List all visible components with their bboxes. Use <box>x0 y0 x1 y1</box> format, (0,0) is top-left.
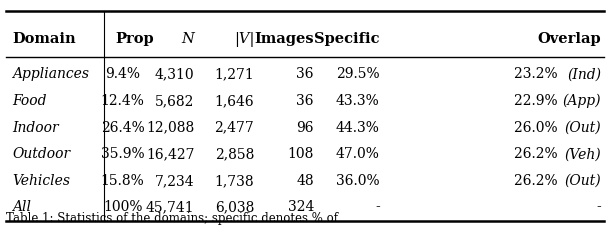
Text: 15.8%: 15.8% <box>101 173 145 187</box>
Text: All: All <box>12 199 31 213</box>
Text: 12,088: 12,088 <box>146 120 195 134</box>
Text: -: - <box>375 199 379 213</box>
Text: Appliances: Appliances <box>12 67 89 81</box>
Text: 26.0% (Out): 26.0% (Out) <box>517 120 601 134</box>
Text: (Out): (Out) <box>564 173 601 187</box>
Text: 26.0%: 26.0% <box>514 120 562 134</box>
Text: Food: Food <box>12 94 46 108</box>
Text: 26.2% (Out): 26.2% (Out) <box>517 173 601 187</box>
Text: 44.3%: 44.3% <box>336 120 379 134</box>
Text: 2,858: 2,858 <box>215 147 254 161</box>
Text: Table 1: Statistics of the domains; specific denotes % of: Table 1: Statistics of the domains; spec… <box>6 212 338 224</box>
Text: 43.3%: 43.3% <box>336 94 379 108</box>
Text: 35.9%: 35.9% <box>101 147 145 161</box>
Text: Vehicles: Vehicles <box>12 173 70 187</box>
Text: (Veh): (Veh) <box>564 147 601 161</box>
Text: 23.2% (Ind): 23.2% (Ind) <box>518 67 601 81</box>
Text: 16,427: 16,427 <box>146 147 195 161</box>
Text: 48: 48 <box>296 173 314 187</box>
Text: 29.5%: 29.5% <box>336 67 379 81</box>
Text: 6,038: 6,038 <box>215 199 254 213</box>
Text: 1,646: 1,646 <box>215 94 254 108</box>
Text: 96: 96 <box>296 120 314 134</box>
Text: 324: 324 <box>287 199 314 213</box>
Text: 1,271: 1,271 <box>215 67 254 81</box>
Text: 22.9%: 22.9% <box>514 94 562 108</box>
Text: 9.4%: 9.4% <box>105 67 140 81</box>
Text: Indoor: Indoor <box>12 120 59 134</box>
Text: 26.2%: 26.2% <box>514 147 562 161</box>
Text: |V|: |V| <box>234 32 254 47</box>
Text: Specific: Specific <box>314 32 379 46</box>
Text: 22.9% (App): 22.9% (App) <box>514 93 601 108</box>
Text: -: - <box>596 199 601 213</box>
Text: Domain: Domain <box>12 32 76 46</box>
Text: 100%: 100% <box>103 199 142 213</box>
Text: 5,682: 5,682 <box>155 94 195 108</box>
Text: Outdoor: Outdoor <box>12 147 70 161</box>
Text: (Out): (Out) <box>564 120 601 134</box>
Text: 12.4%: 12.4% <box>101 94 145 108</box>
Text: 108: 108 <box>287 147 314 161</box>
Text: 36: 36 <box>296 94 314 108</box>
Text: 36.0%: 36.0% <box>336 173 379 187</box>
Text: Prop: Prop <box>115 32 154 46</box>
Text: Images: Images <box>254 32 314 46</box>
Text: 47.0%: 47.0% <box>336 147 379 161</box>
Text: N: N <box>182 32 195 46</box>
Text: Overlap: Overlap <box>537 32 601 46</box>
Text: 7,234: 7,234 <box>155 173 195 187</box>
Text: 45,741: 45,741 <box>146 199 195 213</box>
Text: 4,310: 4,310 <box>155 67 195 81</box>
Text: 1,738: 1,738 <box>215 173 254 187</box>
Text: (App): (App) <box>562 93 601 108</box>
Text: 23.2%: 23.2% <box>514 67 562 81</box>
Text: 2,477: 2,477 <box>215 120 254 134</box>
Text: 26.4%: 26.4% <box>101 120 145 134</box>
Text: 26.2% (Veh): 26.2% (Veh) <box>516 147 601 161</box>
Text: 36: 36 <box>296 67 314 81</box>
Text: (Ind): (Ind) <box>567 67 601 81</box>
Text: 26.2%: 26.2% <box>514 173 562 187</box>
